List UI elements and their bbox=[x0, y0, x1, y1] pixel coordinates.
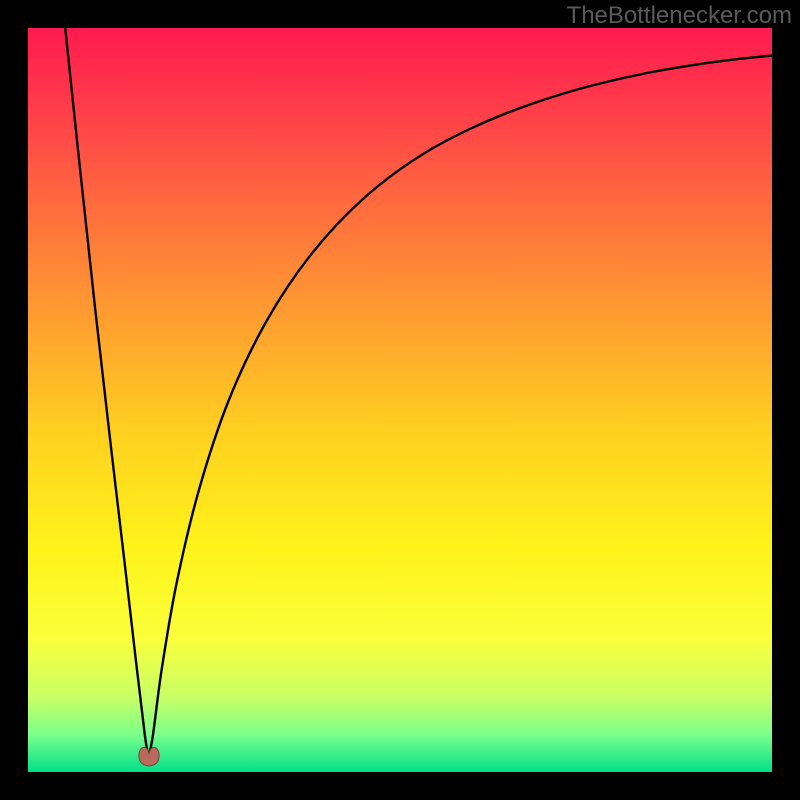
plot-area bbox=[28, 28, 772, 772]
watermark-text: TheBottlenecker.com bbox=[567, 2, 792, 30]
marker-u-icon bbox=[138, 747, 158, 766]
curve-layer bbox=[28, 28, 772, 772]
minimum-marker bbox=[137, 742, 161, 767]
bottleneck-curve bbox=[65, 28, 772, 757]
